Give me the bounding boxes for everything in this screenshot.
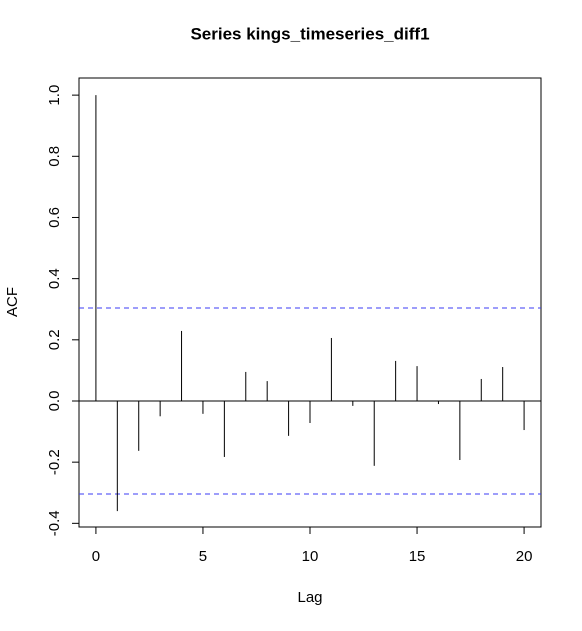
y-tick-label: 0.8: [46, 146, 63, 167]
y-tick-label: 0.6: [46, 207, 63, 228]
y-tick-label: -0.2: [46, 449, 63, 475]
chart-title: Series kings_timeseries_diff1: [190, 24, 429, 43]
y-tick-label: 0.4: [46, 268, 63, 289]
x-axis-label: Lag: [297, 589, 322, 606]
x-tick-label: 0: [92, 548, 100, 565]
y-tick-label: -0.4: [46, 510, 63, 536]
y-tick-label: 1.0: [46, 85, 63, 106]
x-tick-label: 5: [199, 548, 207, 565]
y-tick-label: 0.2: [46, 329, 63, 350]
x-tick-label: 20: [516, 548, 533, 565]
x-tick-label: 10: [302, 548, 319, 565]
y-tick-label: 0.0: [46, 391, 63, 412]
y-axis-label: ACF: [4, 287, 21, 317]
plot-box: [78, 77, 542, 528]
x-tick-label: 15: [409, 548, 426, 565]
